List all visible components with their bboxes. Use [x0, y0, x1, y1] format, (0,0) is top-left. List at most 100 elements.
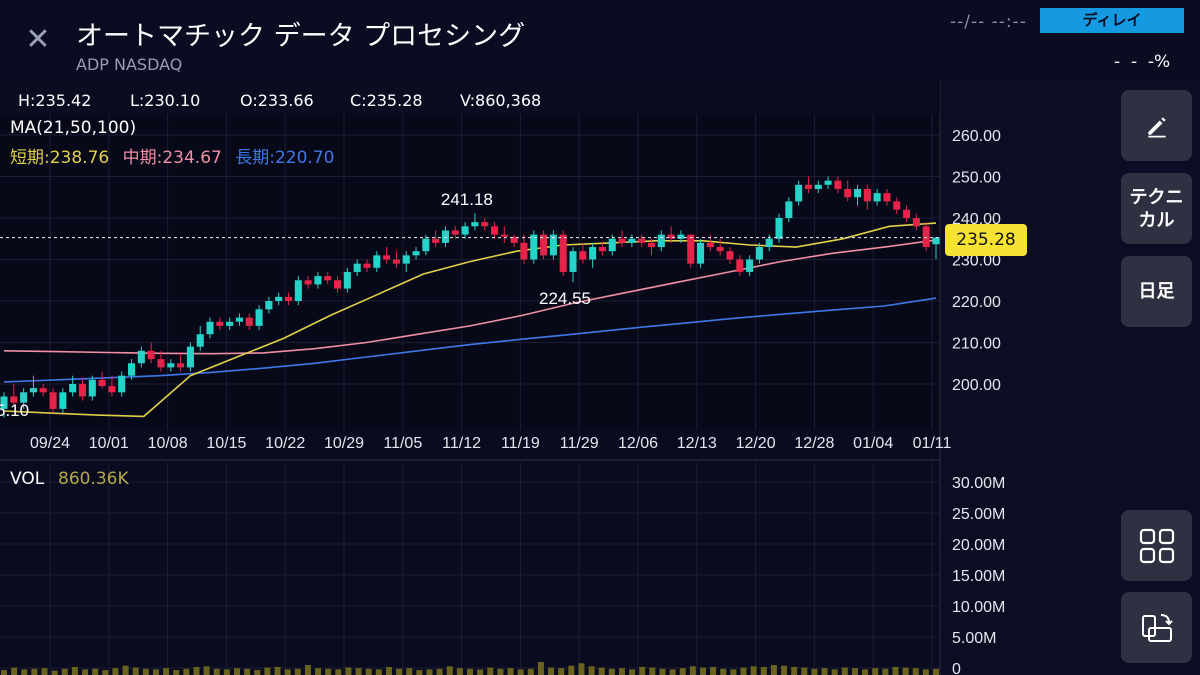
volume-bar [497, 668, 504, 675]
candle-body [844, 188, 852, 198]
volume-bar [203, 666, 210, 675]
volume-bar [61, 668, 68, 675]
volume-bar [71, 666, 78, 675]
volume-bar [922, 669, 929, 675]
candle-body [206, 321, 214, 335]
volume-bar [223, 669, 230, 675]
ma-short-line [3, 222, 937, 418]
candle-body [226, 321, 234, 326]
candle-body [824, 180, 832, 185]
volume-axis: 30.00M 25.00M 20.00M 15.00M 10.00M 5.00M 0 [952, 475, 1005, 675]
date-tick-label: 12/20 [736, 435, 776, 452]
date-tick-label: 01/11 [913, 435, 952, 452]
last-price-tag: 235.28 [945, 224, 1027, 256]
volume-bar [527, 668, 534, 675]
volume-bar [31, 668, 38, 675]
candle-body [912, 218, 920, 227]
date-tick-label: 10/22 [265, 435, 305, 452]
candle-body [598, 247, 606, 252]
candle-body [814, 184, 822, 189]
candle-body [677, 234, 685, 239]
volume-bar [193, 666, 200, 675]
candle-body [893, 201, 901, 210]
volume-bar [517, 669, 524, 675]
volume-bar [264, 667, 271, 675]
candle-body [108, 386, 116, 393]
volume-bar [385, 666, 392, 675]
price-chart[interactable]: 260.00 250.00 240.00 230.00 220.00 210.00 200.… [0, 80, 1028, 675]
candle-body [334, 280, 342, 289]
date-tick-label: 12/13 [677, 435, 717, 452]
candle-body [903, 209, 911, 218]
candle-body [804, 184, 812, 189]
volume-bar [730, 669, 737, 675]
candle-body [402, 255, 410, 264]
ohlc-bar: H:235.42 L:230.10 O:233.66 C:235.28 V:86… [0, 80, 940, 114]
candle-body [157, 359, 165, 368]
pencil-icon [1147, 116, 1166, 137]
candle-body [186, 346, 194, 368]
volume-bar [568, 665, 575, 675]
candle-body [647, 242, 656, 248]
volume-bar [365, 668, 372, 675]
candle-body [667, 234, 675, 239]
candle-body [490, 226, 499, 235]
volume-bar [102, 670, 109, 675]
close-icon[interactable]: ✕ [25, 22, 51, 57]
technical-label: テクニ カル [1129, 186, 1184, 231]
date-tick-label: 11/05 [383, 435, 422, 452]
candle-body [324, 276, 332, 281]
candle-body [0, 396, 8, 409]
price-tick-label: 230.00 [952, 253, 1001, 270]
candle-body [98, 379, 106, 387]
candle-body [39, 388, 47, 393]
candle-body [549, 234, 557, 256]
candle-body [451, 230, 459, 235]
layout-button[interactable] [1121, 510, 1192, 581]
date-tick-label: 01/04 [853, 435, 893, 452]
volume-tick-label: 15.00M [952, 568, 1005, 585]
quote-time: --/-- --:-- [950, 12, 1027, 32]
candle-body [29, 388, 37, 393]
volume-bar [760, 666, 767, 675]
candle-body [765, 238, 773, 248]
grid-icon [1139, 528, 1174, 563]
volume-bar [892, 666, 899, 675]
volume-bar [456, 668, 463, 675]
candle-body [540, 234, 548, 256]
period-button[interactable]: 日足 [1121, 256, 1192, 327]
ma-short-value: 短期:238.76 [10, 148, 110, 168]
candle-body [755, 247, 763, 260]
date-tick-label: 11/19 [501, 435, 540, 452]
left-annotation: 5.10 [0, 401, 29, 420]
close-value: C:235.28 [350, 91, 423, 110]
candle-body [638, 238, 646, 243]
candle-body [657, 234, 665, 248]
volume-bar [21, 669, 28, 675]
edit-button[interactable] [1121, 90, 1192, 161]
volume-bar [325, 668, 332, 675]
moving-averages [3, 222, 937, 418]
volume-bar [426, 669, 433, 675]
volume-bar [588, 666, 595, 675]
candle-body [834, 180, 842, 189]
candle-body [363, 263, 371, 268]
rotate-button[interactable] [1121, 592, 1192, 663]
volume-bar [902, 667, 909, 675]
volume-bar [335, 669, 342, 675]
volume-bar [882, 668, 889, 675]
candle-body [883, 193, 891, 202]
technical-button[interactable]: テクニ カル [1121, 173, 1192, 244]
candle-body [128, 363, 136, 376]
open-value: O:233.66 [240, 91, 314, 110]
high-value: H:235.42 [18, 91, 92, 110]
volume-bar [537, 661, 544, 675]
volume-bar [618, 668, 625, 675]
price-tick-label: 260.00 [952, 128, 1001, 145]
volume-bar [375, 669, 382, 675]
candle-body [235, 317, 243, 322]
candle-body [265, 301, 273, 310]
candle-body [216, 321, 224, 326]
date-tick-label: 12/06 [618, 435, 658, 452]
candle-body [69, 384, 77, 393]
